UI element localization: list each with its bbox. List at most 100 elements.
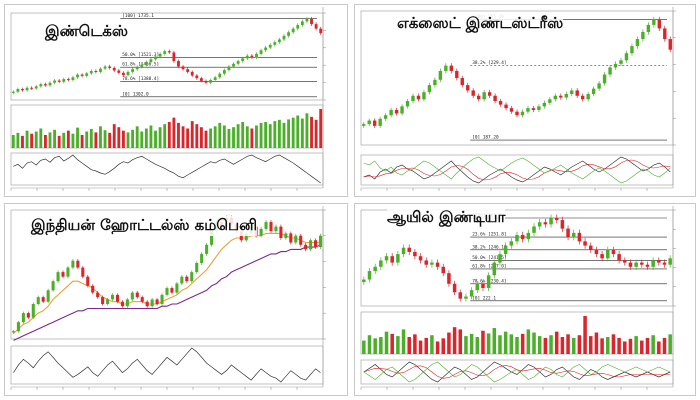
volume-bar	[103, 130, 107, 148]
chart-panel-index: [100] 1735.1 50.0% [1521.3] 61.8% [1466.5]…	[4, 4, 348, 197]
candle-body	[61, 272, 65, 277]
candle-body	[16, 322, 20, 332]
candle-body	[57, 80, 61, 82]
candle-body	[416, 95, 421, 100]
volume-bar	[99, 126, 102, 148]
candle-body	[43, 84, 47, 86]
candle-body	[195, 75, 199, 79]
candle-body	[458, 292, 463, 299]
candle-body	[177, 61, 180, 67]
candle-body	[112, 67, 116, 71]
volume-bar	[204, 130, 208, 148]
moving-average-long	[13, 244, 321, 341]
candle-body	[594, 249, 599, 255]
candle-body	[259, 228, 263, 236]
candle-body	[21, 89, 24, 91]
volume-bar	[131, 129, 135, 148]
candle-body	[430, 262, 434, 265]
candle-body	[244, 233, 248, 241]
candle-body	[559, 95, 563, 98]
candle-body	[486, 275, 491, 289]
candle-body	[294, 235, 298, 243]
candle-body	[11, 91, 15, 93]
volume-bar	[640, 340, 644, 354]
candle-body	[570, 90, 574, 94]
candle-body	[553, 95, 558, 100]
volume-bar	[158, 127, 162, 148]
candle-body	[34, 86, 38, 89]
volume-bar	[21, 135, 24, 148]
volume-bar	[126, 132, 130, 148]
candle-body	[89, 71, 93, 74]
candle-body	[96, 292, 100, 298]
volume-bar	[121, 130, 125, 148]
candle-body	[76, 74, 79, 78]
volume-bar	[492, 328, 497, 354]
candle-body	[520, 234, 525, 240]
candle-body	[150, 299, 154, 307]
candle-body	[394, 109, 399, 114]
candle-body	[314, 240, 318, 248]
chart-panel-indian-hotels: இந்தியன் ஹோட்டல்ஸ் கம்பெனி	[4, 203, 348, 396]
indicator-line	[13, 154, 321, 184]
candle-body	[259, 50, 263, 54]
volume-bar	[634, 336, 638, 354]
volume-bar	[628, 338, 633, 354]
candle-body	[101, 297, 105, 304]
volume-bar	[367, 335, 372, 354]
candle-body	[400, 106, 404, 114]
volume-bar	[48, 132, 52, 148]
volume-bar	[236, 124, 240, 148]
candle-body	[449, 65, 454, 71]
volume-bar	[255, 125, 258, 148]
candle-body	[66, 267, 70, 277]
candle-body	[318, 235, 323, 248]
volume-bar	[362, 340, 366, 354]
fib-level-label: 50.0% [1521.3]	[122, 52, 159, 58]
candle-body	[25, 87, 29, 91]
candle-body	[635, 39, 640, 47]
candle-body	[85, 73, 89, 76]
candle-body	[441, 266, 446, 274]
candle-body	[190, 272, 194, 282]
candle-body	[482, 92, 486, 100]
candle-body	[433, 79, 437, 86]
volume-bar	[543, 337, 548, 354]
volume-bar	[80, 135, 84, 148]
candle-body	[383, 115, 388, 119]
candle-body	[81, 267, 85, 277]
candle-body	[31, 303, 35, 318]
volume-bar	[241, 122, 245, 148]
volume-bar	[94, 132, 98, 148]
volume-bar	[181, 126, 185, 148]
candle-body	[455, 70, 459, 79]
candle-body	[296, 25, 300, 29]
candle-body	[131, 69, 135, 72]
candle-body	[195, 263, 199, 273]
candle-body	[532, 226, 536, 233]
fib-level-label: 78.6% [1388.4]	[122, 76, 159, 82]
candle-body	[291, 28, 295, 33]
candle-body	[379, 260, 383, 267]
candle-body	[651, 260, 655, 267]
volume-bar	[66, 130, 70, 148]
volume-bar	[526, 329, 531, 354]
candle-body	[289, 233, 293, 243]
volume-bar	[277, 119, 281, 148]
volume-bar	[186, 128, 190, 148]
candle-body	[158, 53, 162, 57]
candle-body	[362, 124, 366, 126]
candle-body	[597, 83, 601, 89]
volume-bar	[25, 130, 29, 148]
candle-body	[175, 283, 179, 293]
candle-body	[372, 120, 377, 126]
candle-body	[611, 249, 616, 255]
candle-body	[503, 245, 508, 255]
candle-body	[310, 18, 313, 25]
volume-bar	[112, 124, 116, 148]
candle-body	[222, 70, 226, 74]
volume-bar	[662, 337, 667, 354]
candle-body	[205, 244, 209, 254]
candle-body	[418, 256, 423, 261]
volume-bar	[537, 336, 542, 354]
